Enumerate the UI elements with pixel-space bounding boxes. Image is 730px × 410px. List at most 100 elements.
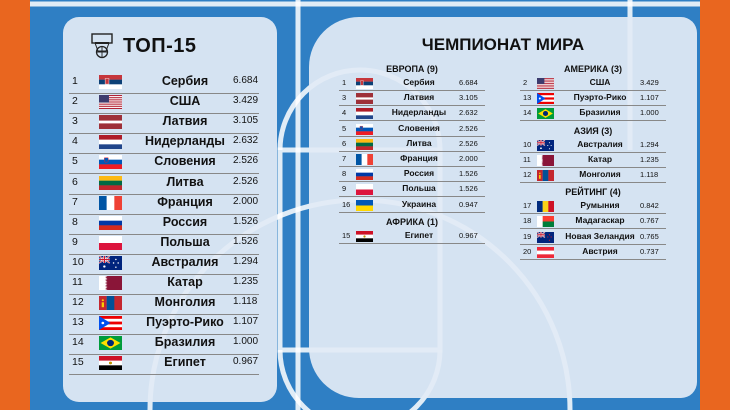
row-divider: [69, 133, 259, 135]
score: 6.684: [459, 78, 478, 87]
row-divider: [69, 273, 259, 275]
world-cup-title: ЧЕМПИОНАТ МИРА: [421, 35, 585, 54]
country-name: Литва: [166, 174, 204, 189]
row-divider: [520, 228, 666, 230]
country-name: Монголия: [579, 169, 621, 179]
top15-row: 3 Латвия 3.105: [63, 112, 277, 135]
country-name: Бразилия: [154, 335, 216, 350]
puerto-rico-flag-icon: [99, 316, 122, 331]
group-row: 12 Монголия 1.118: [520, 169, 666, 183]
group-row: 7 Франция 2.000: [339, 153, 485, 167]
romania-flag-icon: [537, 201, 554, 213]
rank: 13: [72, 316, 84, 329]
brazil-flag-icon: [537, 108, 554, 120]
lithuania-flag-icon: [356, 138, 373, 150]
row-divider: [520, 166, 666, 168]
group-row: 16 Украина 0.947: [339, 198, 485, 213]
score: 2.632: [459, 108, 478, 118]
country-name: Новая Зеландия: [565, 230, 635, 241]
group-row: 17 Румыния 0.842: [520, 200, 666, 215]
group-row: 19 Новая Зеландия 0.765: [520, 230, 666, 245]
rank: 7: [72, 195, 78, 208]
row-divider: [520, 213, 666, 215]
score: 3.429: [233, 95, 259, 107]
score: 0.842: [640, 201, 659, 211]
country-name: Египет: [164, 355, 206, 370]
score: 1.000: [233, 336, 259, 348]
netherlands-flag-icon: [356, 108, 373, 120]
group-row: 9 Польша 1.526: [339, 183, 485, 198]
score: 2.526: [233, 175, 259, 187]
group-row: 3 Латвия 3.105: [339, 92, 485, 107]
top15-row: 12 Монголия 1.118: [63, 293, 277, 316]
rank: 2: [523, 78, 528, 87]
rank: 13: [523, 93, 532, 103]
group-row: 18 Мадагаскар 0.767: [520, 215, 666, 230]
row-divider: [69, 193, 259, 195]
rank: 19: [523, 231, 532, 241]
row-divider: [339, 166, 485, 167]
row-divider: [69, 374, 259, 376]
row-divider: [69, 253, 259, 255]
top15-header: ТОП-15: [89, 33, 197, 59]
puerto-rico-flag-icon: [537, 93, 554, 105]
rank: 4: [72, 135, 78, 148]
rank: 18: [523, 216, 532, 226]
rank: 1: [342, 78, 347, 87]
rank: 16: [342, 199, 351, 209]
row-divider: [520, 151, 666, 153]
latvia-flag-icon: [99, 115, 122, 130]
score: 2.000: [233, 195, 259, 207]
new-zealand-flag-icon: [537, 231, 554, 243]
country-name: США: [169, 94, 201, 109]
country-name: Литва: [406, 137, 432, 148]
country-name: США: [589, 77, 611, 87]
score: 1.000: [640, 108, 659, 118]
basketball-hoop-icon: [91, 33, 113, 59]
group-row: 5 Словения 2.526: [339, 123, 485, 137]
slovenia-flag-icon: [356, 123, 373, 135]
score: 0.967: [459, 230, 478, 240]
country-name: Австрия: [582, 245, 618, 256]
russia-flag-icon: [356, 169, 373, 181]
top15-row: 14 Бразилия 1.000: [63, 333, 277, 356]
score: 6.684: [233, 75, 259, 86]
egypt-flag-icon: [356, 230, 373, 242]
score: 1.107: [233, 316, 259, 328]
rank: 17: [523, 201, 532, 211]
group-row: 14 Бразилия 1.000: [520, 107, 666, 122]
top15-row: 6 Литва 2.526: [63, 173, 277, 195]
rank: 8: [72, 215, 78, 228]
group-title: РЕЙТИНГ (4): [565, 187, 621, 198]
group-title: АФРИКА (1): [386, 216, 438, 227]
madagascar-flag-icon: [537, 216, 554, 228]
rank: 3: [72, 115, 78, 128]
australia-flag-icon: [99, 255, 122, 270]
france-flag-icon: [356, 154, 373, 165]
rank: 9: [342, 184, 347, 194]
ukraine-flag-icon: [356, 199, 373, 211]
usa-flag-icon: [537, 78, 554, 89]
lithuania-flag-icon: [99, 175, 122, 190]
qatar-flag-icon: [99, 276, 122, 290]
score: 1.107: [640, 93, 659, 103]
row-divider: [520, 258, 666, 260]
score: 0.947: [459, 199, 478, 209]
group-row: 4 Нидерланды 2.632: [339, 107, 485, 122]
score: 2.526: [459, 123, 478, 133]
serbia-flag-icon: [356, 78, 373, 89]
rank: 14: [72, 336, 84, 349]
rank: 12: [72, 296, 84, 309]
rank: 11: [523, 154, 531, 164]
score: 1.526: [459, 169, 478, 179]
country-name: Катар: [587, 153, 613, 164]
row-divider: [520, 105, 666, 107]
row-divider: [520, 120, 666, 122]
country-name: Украина: [401, 198, 437, 209]
country-name: Бразилия: [579, 107, 621, 118]
top15-row: 4 Нидерланды 2.632: [63, 132, 277, 155]
score: 3.105: [233, 115, 259, 127]
country-name: Польша: [160, 234, 210, 249]
row-divider: [69, 113, 259, 115]
group-title: АМЕРИКА (3): [564, 64, 622, 74]
